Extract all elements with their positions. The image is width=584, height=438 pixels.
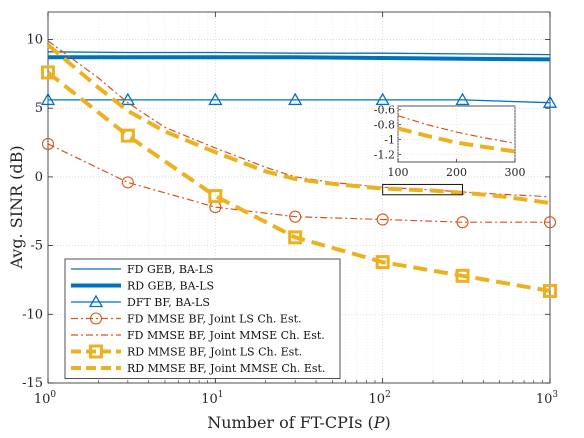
data-point bbox=[120, 92, 135, 106]
data-point bbox=[543, 216, 557, 229]
data-point bbox=[41, 65, 55, 80]
series-line bbox=[47, 51, 551, 56]
x-tick-label: 103 bbox=[536, 390, 559, 407]
legend-box bbox=[64, 258, 341, 379]
data-point bbox=[288, 230, 303, 245]
data-point bbox=[375, 255, 390, 270]
legend-marker bbox=[88, 294, 104, 308]
legend-label: RD MMSE BF, Joint LS Ch. Est. bbox=[127, 346, 302, 359]
inset-x-tick-label: 100 bbox=[388, 166, 409, 179]
data-point bbox=[41, 137, 55, 150]
data-point bbox=[455, 268, 470, 283]
y-tick-label: 5 bbox=[35, 101, 43, 116]
axes: 100 101 102 103 -15 -10 -5 0 5 10 bbox=[22, 11, 559, 407]
legend-label: DFT BF, BA-LS bbox=[127, 296, 210, 309]
y-tick-label: 0 bbox=[35, 170, 43, 185]
series-line bbox=[47, 143, 550, 223]
y-tick-label: 10 bbox=[26, 32, 43, 47]
series-line bbox=[48, 55, 551, 62]
legend-label: RD GEB, BA-LS bbox=[127, 280, 214, 293]
data-point bbox=[121, 176, 134, 189]
plot-frame bbox=[47, 11, 551, 384]
legend-label: RD MMSE BF, Joint MMSE Ch. Est. bbox=[127, 362, 325, 375]
legend-item-fd-geb-ba-ls: FD GEB, BA-LS bbox=[71, 263, 213, 276]
data-point bbox=[455, 92, 470, 106]
x-tick-label: 102 bbox=[369, 390, 391, 407]
data-point bbox=[288, 92, 303, 106]
data-point bbox=[289, 210, 302, 223]
legend-item-rd-mmse-bf-joint-ls-ch-est: RD MMSE BF, Joint LS Ch. Est. bbox=[71, 344, 302, 359]
legend-item-rd-mmse-bf-joint-mmse-ch-est: RD MMSE BF, Joint MMSE Ch. Est. bbox=[71, 362, 325, 375]
inset-plot: -0.6 -0.8 -1 -1.2 100 200 300 bbox=[374, 104, 526, 179]
y-tick-label: -5 bbox=[30, 239, 43, 254]
data-point bbox=[543, 283, 557, 298]
series-line bbox=[48, 99, 551, 104]
data-point bbox=[375, 92, 390, 106]
legend-label: FD MMSE BF, Joint LS Ch. Est. bbox=[127, 313, 302, 326]
data-point bbox=[376, 213, 389, 226]
legend-marker bbox=[89, 344, 103, 359]
data-point bbox=[208, 92, 223, 106]
inset-x-tick-label: 200 bbox=[446, 166, 467, 179]
legend-label: FD GEB, BA-LS bbox=[127, 263, 213, 276]
data-point bbox=[456, 216, 469, 229]
data-point bbox=[40, 92, 56, 106]
legend-item-rd-geb-ba-ls: RD GEB, BA-LS bbox=[71, 280, 214, 293]
data-point bbox=[120, 128, 135, 143]
legend-item-fd-mmse-bf-joint-mmse-ch-est: FD MMSE BF, Joint MMSE Ch. Est. bbox=[71, 329, 325, 342]
series-dft-bf-ba-ls bbox=[40, 92, 558, 108]
y-tick-label: -10 bbox=[22, 307, 43, 322]
series-group bbox=[40, 40, 558, 298]
y-axis-label: Avg. SINR (dB) bbox=[7, 145, 26, 269]
x-tick-label: 101 bbox=[201, 390, 223, 407]
series-rd-mmse-bf-joint-ls-ch-est bbox=[41, 65, 557, 298]
legend-marker bbox=[89, 312, 103, 325]
data-point bbox=[208, 189, 223, 204]
inset-series-fd-mmse-bf-joint-mmse-ch-est bbox=[397, 115, 516, 144]
inset-x-tick-label: 300 bbox=[505, 166, 526, 179]
series-line bbox=[46, 70, 551, 293]
y-tick-label: -15 bbox=[22, 376, 43, 391]
inset-y-tick-label: -0.6 bbox=[374, 104, 395, 117]
legend-item-fd-mmse-bf-joint-ls-ch-est: FD MMSE BF, Joint LS Ch. Est. bbox=[71, 312, 302, 326]
x-axis-label: Number of FT-CPIs (P) bbox=[207, 413, 391, 432]
zoom-region bbox=[382, 183, 464, 196]
x-tick-label: 100 bbox=[34, 390, 57, 407]
series-rd-geb-ba-ls bbox=[48, 55, 551, 62]
legend-label: FD MMSE BF, Joint MMSE Ch. Est. bbox=[127, 329, 325, 342]
data-point bbox=[542, 95, 558, 108]
inset-y-tick-label: -1 bbox=[384, 134, 395, 147]
inset-y-tick-label: -0.8 bbox=[374, 119, 395, 132]
legend: FD GEB, BA-LS RD GEB, BA-LS DFT BF, BA-LS F… bbox=[64, 258, 341, 379]
legend-item-dft-bf-ba-ls: DFT BF, BA-LS bbox=[71, 294, 210, 309]
inset-y-tick-label: -1.2 bbox=[374, 149, 395, 162]
series-fd-geb-ba-ls bbox=[47, 51, 551, 56]
